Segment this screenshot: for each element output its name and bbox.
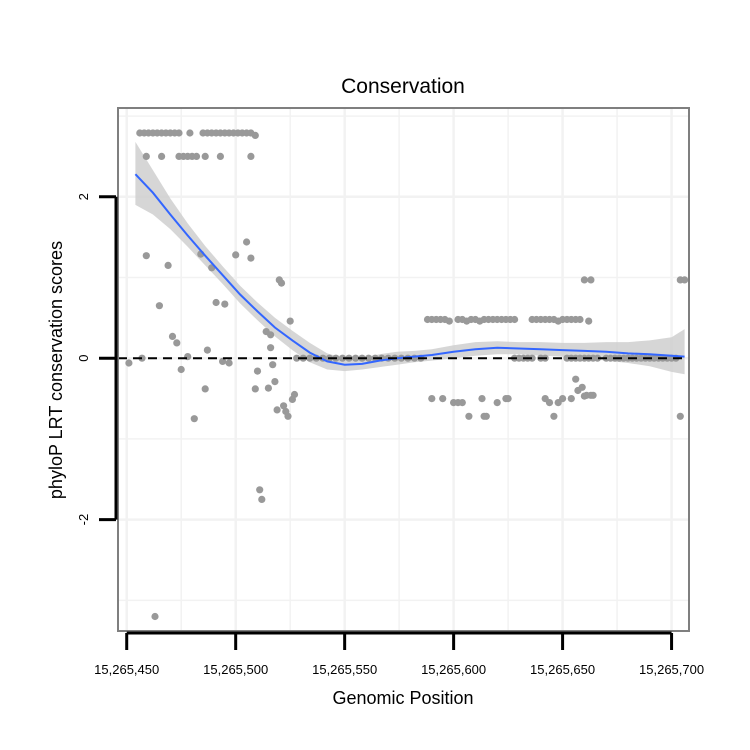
data-point xyxy=(365,354,373,362)
data-point xyxy=(175,129,183,137)
data-point xyxy=(428,395,436,403)
data-point xyxy=(550,412,558,420)
data-point xyxy=(267,331,275,339)
data-point xyxy=(580,276,589,284)
x-tick-label: 15,265,700 xyxy=(639,662,704,677)
data-point xyxy=(559,395,567,403)
data-point xyxy=(589,391,597,399)
data-point xyxy=(186,129,194,137)
data-point xyxy=(164,261,172,269)
data-point xyxy=(676,412,684,420)
data-point xyxy=(212,298,220,307)
data-point xyxy=(286,317,294,325)
data-point xyxy=(251,131,259,139)
data-point xyxy=(277,279,286,287)
y-tick-label: 2 xyxy=(76,193,91,200)
data-point xyxy=(177,365,185,374)
x-axis-title: Genomic Position xyxy=(332,688,473,708)
data-point xyxy=(293,354,301,362)
data-point xyxy=(201,152,209,160)
x-tick-label: 15,265,600 xyxy=(421,662,486,677)
data-point xyxy=(576,315,584,324)
data-point xyxy=(155,302,163,310)
x-tick-label: 15,265,500 xyxy=(203,662,268,677)
data-point xyxy=(158,152,166,160)
data-point xyxy=(190,415,198,423)
data-point xyxy=(587,276,595,284)
data-point xyxy=(219,357,227,365)
data-point xyxy=(258,495,266,503)
data-point xyxy=(510,315,519,324)
data-point xyxy=(216,152,224,160)
x-tick-label: 15,265,650 xyxy=(530,662,595,677)
y-tick-label: 0 xyxy=(76,355,91,362)
data-point xyxy=(203,346,211,354)
data-point xyxy=(225,359,233,367)
data-point xyxy=(445,317,453,325)
data-point xyxy=(243,238,251,246)
data-point xyxy=(142,252,150,260)
data-point xyxy=(572,375,580,383)
data-point xyxy=(264,384,272,392)
y-tick-label: -2 xyxy=(76,514,91,526)
data-point xyxy=(338,354,347,362)
x-tick-label: 15,265,550 xyxy=(312,662,377,677)
data-point xyxy=(271,378,279,386)
data-point xyxy=(493,399,501,407)
x-axis: 15,265,450 15,265,500 15,265,550 15,265,600… xyxy=(94,631,704,677)
data-point xyxy=(125,359,133,367)
y-axis-title: phyloP LRT conservation scores xyxy=(46,241,66,499)
data-point xyxy=(482,412,490,420)
grid xyxy=(118,108,689,631)
y-axis: -2 0 2 xyxy=(76,193,118,526)
data-point xyxy=(545,399,554,407)
data-point xyxy=(201,385,209,393)
data-point xyxy=(578,383,586,391)
data-point xyxy=(267,344,275,352)
smooth-layer xyxy=(134,173,685,366)
data-point xyxy=(465,412,473,420)
data-point xyxy=(232,251,240,259)
data-point xyxy=(168,332,177,340)
data-point xyxy=(593,354,602,362)
x-tick-label: 15,265,450 xyxy=(94,662,159,677)
data-point xyxy=(192,152,201,160)
data-point xyxy=(247,254,255,262)
points-layer xyxy=(125,129,689,621)
data-point xyxy=(290,390,299,399)
chart-title: Conservation xyxy=(341,75,465,98)
data-point xyxy=(256,486,264,494)
data-point xyxy=(567,395,575,403)
confidence-band xyxy=(135,141,685,375)
data-point xyxy=(504,395,512,403)
data-point xyxy=(269,361,277,369)
panel-border xyxy=(117,107,690,632)
data-point xyxy=(142,152,150,160)
data-point xyxy=(528,354,536,362)
data-point xyxy=(284,412,292,420)
data-point xyxy=(681,276,689,284)
data-point xyxy=(478,395,486,403)
smooth-line xyxy=(134,173,685,366)
data-point xyxy=(173,339,181,347)
confidence-band-layer xyxy=(135,141,685,375)
data-point xyxy=(306,354,314,362)
data-point xyxy=(247,152,255,160)
data-point xyxy=(251,385,259,393)
data-point xyxy=(585,317,593,325)
data-point xyxy=(352,354,360,362)
data-point xyxy=(273,406,281,414)
data-point xyxy=(221,300,229,308)
data-point xyxy=(439,395,447,403)
data-point xyxy=(253,367,262,375)
data-point xyxy=(280,402,288,410)
data-point xyxy=(151,612,159,621)
data-point xyxy=(458,399,466,407)
